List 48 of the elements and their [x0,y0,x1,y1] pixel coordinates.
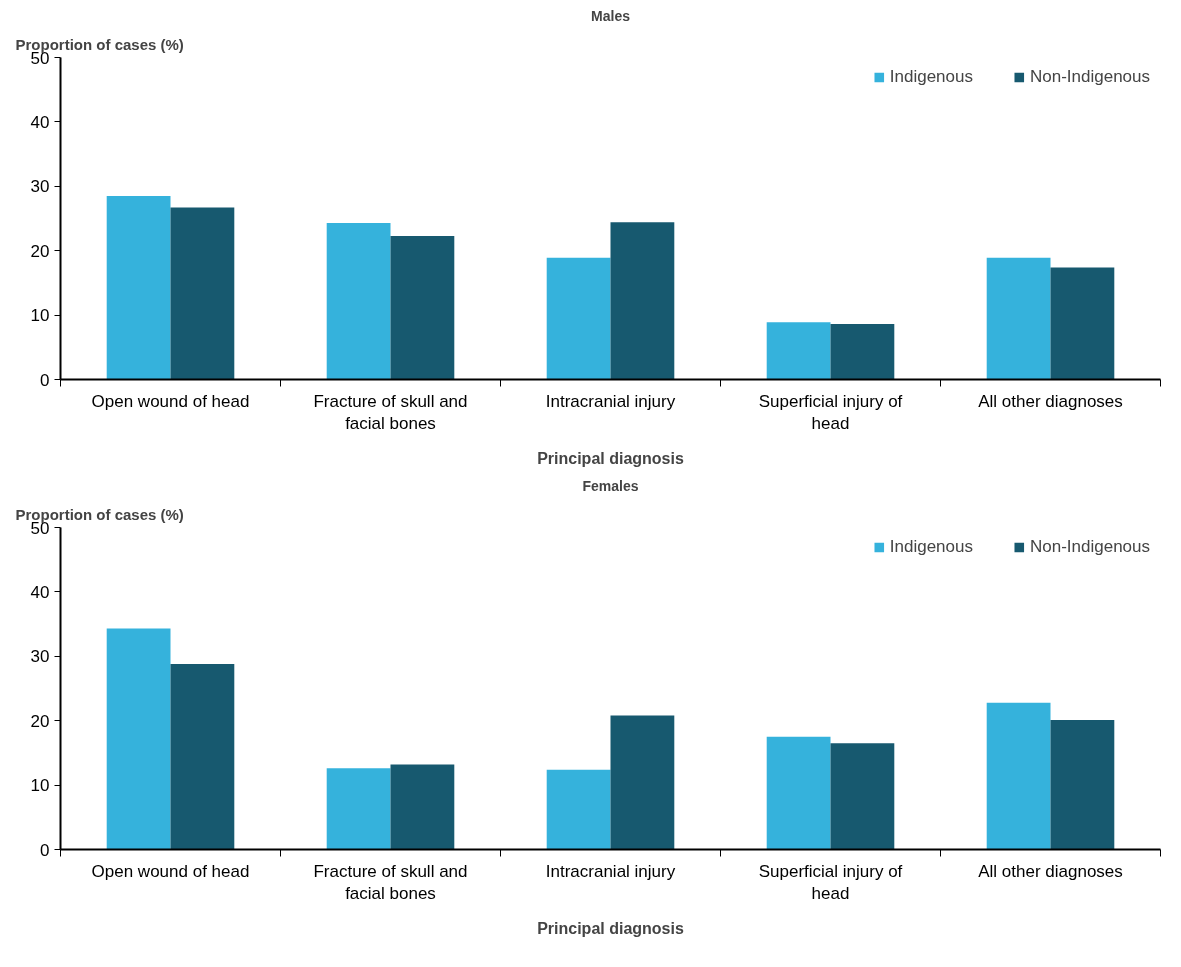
x-axis-title: Principal diagnosis [537,920,684,938]
bar [1050,267,1115,380]
bar [766,736,831,850]
bar [830,324,895,380]
bar [986,702,1051,850]
x-tick-label: All other diagnoses [978,391,1123,411]
y-tick-label: 30 [30,177,50,197]
bar [1050,720,1115,850]
y-tick-label: 30 [30,647,50,667]
legend-label: Indigenous [889,537,973,557]
y-tick-label: 10 [30,306,50,326]
x-axis-title: Principal diagnosis [537,450,684,468]
bar [390,764,455,850]
x-tick-label: Superficial injury of head [758,391,903,434]
chart-title: Males [591,7,631,24]
y-tick-label: 0 [40,840,50,860]
bar [106,628,171,850]
y-tick-label: 40 [30,112,50,132]
bar [170,664,235,850]
x-tick-label: Superficial injury of head [758,861,903,904]
x-tick-label: Open wound of head [91,861,250,881]
bar [766,322,831,380]
bar [830,743,895,850]
bar [546,769,611,850]
bar [326,768,391,850]
x-tick-label: Fracture of skull and facial bones [313,391,468,434]
legend-label: Non-Indigenous [1029,67,1150,87]
bar [106,195,171,380]
bar [610,715,675,850]
bar [326,223,391,380]
bar [986,257,1051,380]
legend-label: Indigenous [889,67,973,87]
y-tick-label: 40 [30,582,50,602]
bar [610,222,675,380]
legend-label: Non-Indigenous [1029,537,1150,557]
bar [546,257,611,380]
y-tick-label: 20 [30,711,50,731]
bar [170,207,235,380]
x-tick-label: Fracture of skull and facial bones [313,861,468,904]
x-tick-label: Open wound of head [91,391,250,411]
x-tick-label: Intracranial injury [545,391,676,411]
y-tick-label: 20 [30,241,50,261]
bar [390,235,455,380]
y-tick-label: 10 [30,776,50,796]
x-tick-label: All other diagnoses [978,861,1123,881]
chart-title: Females [582,477,639,494]
y-tick-label: 0 [40,370,50,390]
x-tick-label: Intracranial injury [545,861,676,881]
